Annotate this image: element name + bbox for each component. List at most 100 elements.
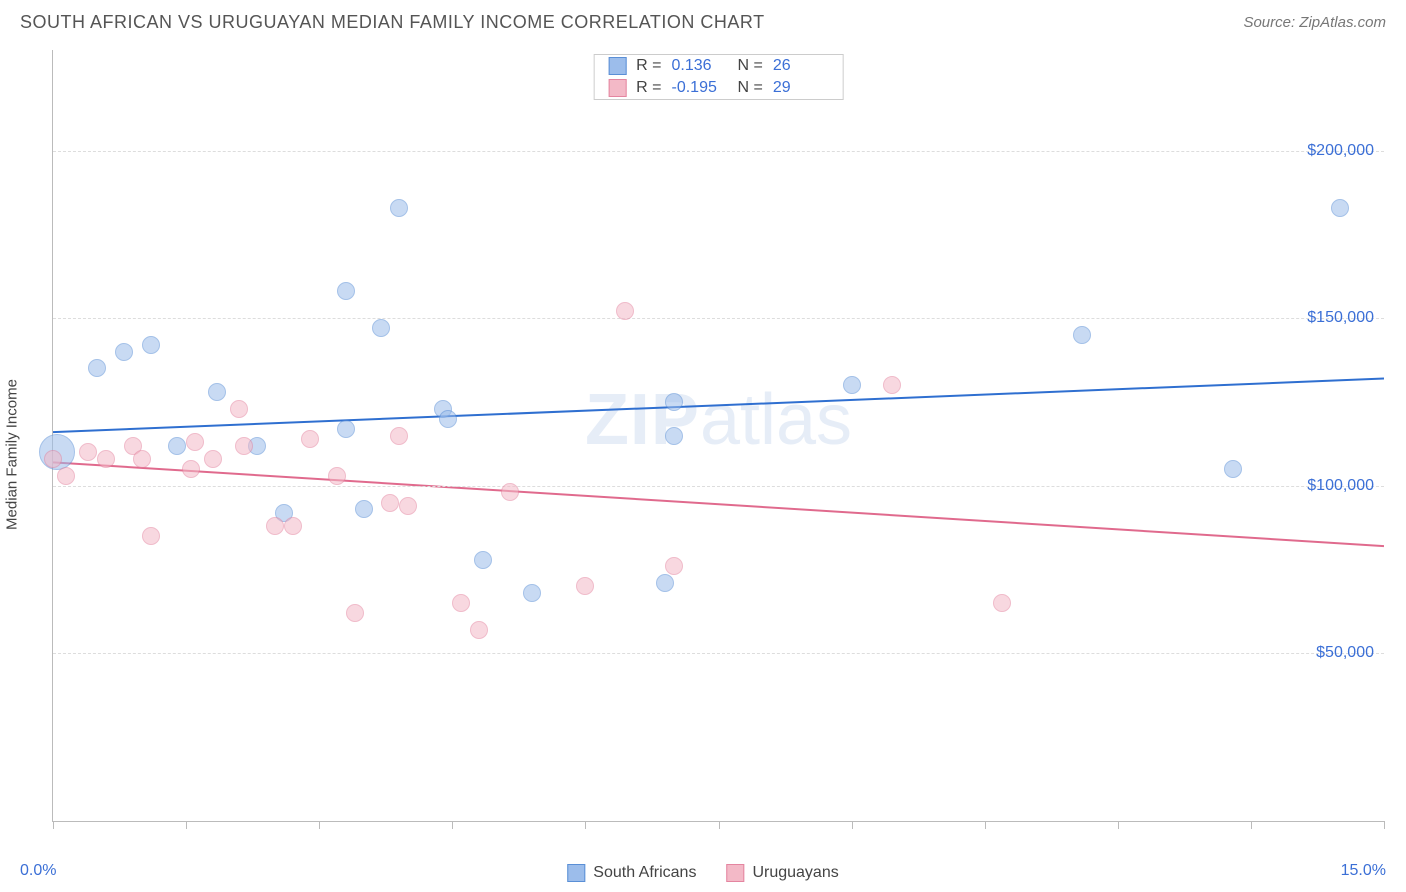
data-point xyxy=(204,450,222,468)
data-point xyxy=(439,410,457,428)
data-point xyxy=(168,437,186,455)
x-tick xyxy=(719,821,720,829)
stats-row-b: R = -0.195 N = 29 xyxy=(594,77,843,99)
data-point xyxy=(1331,199,1349,217)
data-point xyxy=(142,336,160,354)
watermark-light: atlas xyxy=(700,380,852,460)
data-point xyxy=(390,427,408,445)
data-point xyxy=(390,199,408,217)
y-tick-label: $100,000 xyxy=(1307,477,1374,495)
data-point xyxy=(470,621,488,639)
r-value-a: 0.136 xyxy=(672,57,728,75)
x-tick xyxy=(319,821,320,829)
trend-line xyxy=(53,379,1384,433)
plot-area: ZIPatlas R = 0.136 N = 26 R = -0.195 N =… xyxy=(52,50,1384,822)
r-value-b: -0.195 xyxy=(672,79,728,97)
data-point xyxy=(883,376,901,394)
data-point xyxy=(523,584,541,602)
data-point xyxy=(88,359,106,377)
data-point xyxy=(843,376,861,394)
bottom-legend: South Africans Uruguayans xyxy=(567,864,838,882)
data-point xyxy=(355,500,373,518)
data-point xyxy=(665,427,683,445)
data-point xyxy=(79,443,97,461)
data-point xyxy=(186,433,204,451)
x-max-label: 15.0% xyxy=(1341,862,1386,880)
data-point xyxy=(235,437,253,455)
n-label: N = xyxy=(738,57,763,75)
gridline-h xyxy=(53,318,1384,319)
data-point xyxy=(142,527,160,545)
source-attribution: Source: ZipAtlas.com xyxy=(1243,14,1386,31)
y-axis-label: Median Family Income xyxy=(4,379,21,530)
data-point xyxy=(372,319,390,337)
data-point xyxy=(97,450,115,468)
data-point xyxy=(452,594,470,612)
y-tick-label: $150,000 xyxy=(1307,309,1374,327)
data-point xyxy=(328,467,346,485)
data-point xyxy=(665,393,683,411)
trend-line xyxy=(53,462,1384,546)
watermark: ZIPatlas xyxy=(585,379,852,461)
x-tick xyxy=(585,821,586,829)
gridline-h xyxy=(53,151,1384,152)
data-point xyxy=(266,517,284,535)
data-point xyxy=(501,483,519,501)
chart-container: Median Family Income ZIPatlas R = 0.136 … xyxy=(20,48,1386,844)
r-label: R = xyxy=(636,57,661,75)
watermark-bold: ZIP xyxy=(585,380,700,460)
data-point xyxy=(1224,460,1242,478)
data-point xyxy=(993,594,1011,612)
legend-item-b: Uruguayans xyxy=(726,864,838,882)
swatch-series-a xyxy=(608,57,626,75)
data-point xyxy=(1073,326,1091,344)
x-tick xyxy=(452,821,453,829)
x-tick xyxy=(1118,821,1119,829)
x-tick xyxy=(852,821,853,829)
x-tick xyxy=(53,821,54,829)
n-value-b: 29 xyxy=(773,79,829,97)
x-tick xyxy=(1251,821,1252,829)
data-point xyxy=(474,551,492,569)
data-point xyxy=(576,577,594,595)
data-point xyxy=(230,400,248,418)
data-point xyxy=(284,517,302,535)
legend-swatch-a xyxy=(567,864,585,882)
x-min-label: 0.0% xyxy=(20,862,56,880)
n-label: N = xyxy=(738,79,763,97)
data-point xyxy=(337,420,355,438)
header: SOUTH AFRICAN VS URUGUAYAN MEDIAN FAMILY… xyxy=(0,0,1406,41)
data-point xyxy=(208,383,226,401)
legend-item-a: South Africans xyxy=(567,864,696,882)
data-point xyxy=(616,302,634,320)
chart-title: SOUTH AFRICAN VS URUGUAYAN MEDIAN FAMILY… xyxy=(20,12,765,33)
data-point xyxy=(301,430,319,448)
data-point xyxy=(381,494,399,512)
x-tick xyxy=(985,821,986,829)
x-tick xyxy=(1384,821,1385,829)
data-point xyxy=(44,450,62,468)
legend-label-a: South Africans xyxy=(593,864,696,882)
y-tick-label: $200,000 xyxy=(1307,142,1374,160)
data-point xyxy=(337,282,355,300)
gridline-h xyxy=(53,486,1384,487)
data-point xyxy=(665,557,683,575)
data-point xyxy=(182,460,200,478)
data-point xyxy=(346,604,364,622)
legend-label-b: Uruguayans xyxy=(752,864,838,882)
data-point xyxy=(133,450,151,468)
n-value-a: 26 xyxy=(773,57,829,75)
stats-row-a: R = 0.136 N = 26 xyxy=(594,55,843,77)
swatch-series-b xyxy=(608,79,626,97)
x-tick xyxy=(186,821,187,829)
stats-legend: R = 0.136 N = 26 R = -0.195 N = 29 xyxy=(593,54,844,100)
data-point xyxy=(57,467,75,485)
data-point xyxy=(115,343,133,361)
data-point xyxy=(399,497,417,515)
gridline-h xyxy=(53,653,1384,654)
y-tick-label: $50,000 xyxy=(1316,644,1374,662)
trend-lines-svg xyxy=(53,50,1384,821)
legend-swatch-b xyxy=(726,864,744,882)
data-point xyxy=(656,574,674,592)
r-label: R = xyxy=(636,79,661,97)
